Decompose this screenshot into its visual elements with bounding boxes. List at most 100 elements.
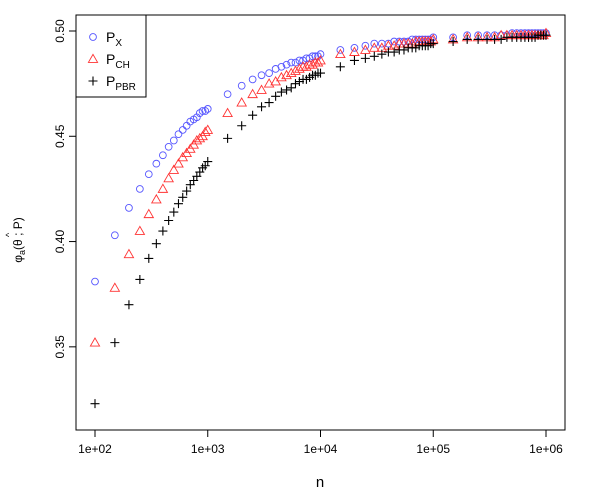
data-point bbox=[316, 50, 325, 59]
data-point bbox=[277, 62, 286, 71]
data-point bbox=[163, 172, 175, 183]
data-point bbox=[152, 159, 161, 168]
data-point bbox=[265, 69, 273, 77]
data-point bbox=[169, 207, 179, 217]
data-point bbox=[247, 88, 258, 99]
data-point bbox=[199, 126, 211, 136]
data-point bbox=[164, 216, 174, 225]
data-point bbox=[336, 46, 345, 54]
data-point bbox=[448, 37, 458, 47]
y-tick-label: 0.35 bbox=[53, 335, 67, 359]
x-axis: 1e+02 1e+03 1e+04 1e+05 1e+06 bbox=[78, 429, 563, 456]
data-point bbox=[135, 274, 145, 284]
data-point bbox=[178, 126, 187, 134]
data-point bbox=[256, 84, 267, 94]
y-tick-label: 0.40 bbox=[53, 230, 67, 254]
data-point bbox=[173, 199, 183, 209]
legend-marker bbox=[88, 76, 98, 86]
data-point bbox=[282, 60, 291, 69]
data-point bbox=[276, 87, 286, 97]
data-point bbox=[111, 231, 119, 240]
data-point bbox=[335, 62, 345, 72]
data-point bbox=[462, 34, 472, 44]
data-point bbox=[125, 204, 133, 212]
data-point bbox=[350, 43, 359, 52]
data-point bbox=[349, 46, 360, 56]
data-point bbox=[496, 34, 506, 44]
legend-label: PCH bbox=[106, 51, 130, 71]
data-point bbox=[89, 337, 101, 347]
data-point bbox=[257, 71, 266, 80]
x-axis-title: n bbox=[316, 474, 324, 491]
data-point bbox=[109, 282, 121, 292]
data-point bbox=[123, 248, 135, 259]
y-axis-title-args: (θ ; P) bbox=[11, 217, 25, 250]
data-point bbox=[157, 183, 169, 193]
data-point bbox=[201, 107, 210, 115]
data-point bbox=[428, 39, 438, 49]
data-point bbox=[290, 79, 300, 89]
y-axis-title-sub: a bbox=[17, 250, 27, 255]
y-axis-title-main: φ bbox=[11, 255, 25, 263]
y-axis-title-hat: ^ bbox=[4, 232, 14, 237]
data-point bbox=[334, 48, 346, 59]
data-point bbox=[349, 55, 359, 65]
data-point bbox=[237, 81, 246, 90]
data-point bbox=[276, 71, 287, 82]
data-point bbox=[169, 136, 178, 145]
x-tick-label: 1e+05 bbox=[416, 442, 450, 456]
data-point bbox=[370, 39, 379, 48]
legend-item-x: PX bbox=[89, 29, 122, 49]
data-point bbox=[143, 208, 155, 219]
data-point bbox=[282, 85, 292, 95]
x-tick-label: 1e+04 bbox=[304, 442, 338, 456]
data-point bbox=[311, 52, 320, 61]
data-point bbox=[164, 142, 173, 151]
x-tick-label: 1e+02 bbox=[78, 442, 112, 456]
data-point bbox=[257, 102, 267, 112]
x-tick-label: 1e+03 bbox=[191, 442, 225, 456]
y-tick-label: 0.45 bbox=[53, 124, 67, 148]
svg-text:φa(θ ; P): φa(θ ; P) bbox=[11, 217, 27, 262]
data-point bbox=[541, 30, 551, 40]
data-point bbox=[369, 51, 379, 61]
data-point bbox=[361, 41, 370, 50]
legend-marker bbox=[87, 53, 99, 63]
data-point bbox=[236, 97, 248, 107]
series-ch bbox=[89, 27, 552, 347]
legend-item-ch: PCH bbox=[87, 51, 130, 71]
y-axis-title: φa(θ ; P) ^ bbox=[4, 217, 27, 262]
y-axis: 0.35 0.40 0.45 0.50 bbox=[53, 19, 76, 359]
y-tick-label: 0.50 bbox=[53, 19, 67, 43]
series-pbr bbox=[90, 30, 551, 409]
data-point bbox=[91, 277, 99, 286]
data-point bbox=[377, 49, 387, 59]
data-point bbox=[158, 226, 168, 236]
data-point bbox=[151, 239, 161, 249]
data-point bbox=[312, 57, 324, 67]
data-point bbox=[110, 338, 120, 348]
legend-label: PX bbox=[106, 29, 122, 49]
data-point bbox=[144, 253, 154, 263]
data-point bbox=[271, 91, 281, 101]
data-point bbox=[222, 107, 233, 118]
data-point bbox=[285, 67, 297, 78]
data-point bbox=[290, 65, 301, 75]
data-point bbox=[144, 170, 153, 179]
data-point bbox=[368, 42, 380, 52]
data-point bbox=[473, 34, 483, 44]
data-point bbox=[359, 44, 371, 54]
legend-item-pbr: PPBR bbox=[88, 73, 136, 93]
data-point bbox=[198, 107, 207, 115]
data-point bbox=[136, 185, 144, 193]
data-point bbox=[223, 90, 232, 99]
data-point bbox=[263, 78, 275, 88]
legend-label: PPBR bbox=[106, 73, 136, 93]
data-point bbox=[178, 192, 188, 202]
data-point bbox=[294, 63, 305, 73]
data-point bbox=[150, 193, 162, 204]
data-point bbox=[223, 133, 233, 143]
data-point bbox=[482, 34, 492, 44]
legend-marker bbox=[89, 33, 97, 41]
data-point bbox=[287, 58, 296, 67]
